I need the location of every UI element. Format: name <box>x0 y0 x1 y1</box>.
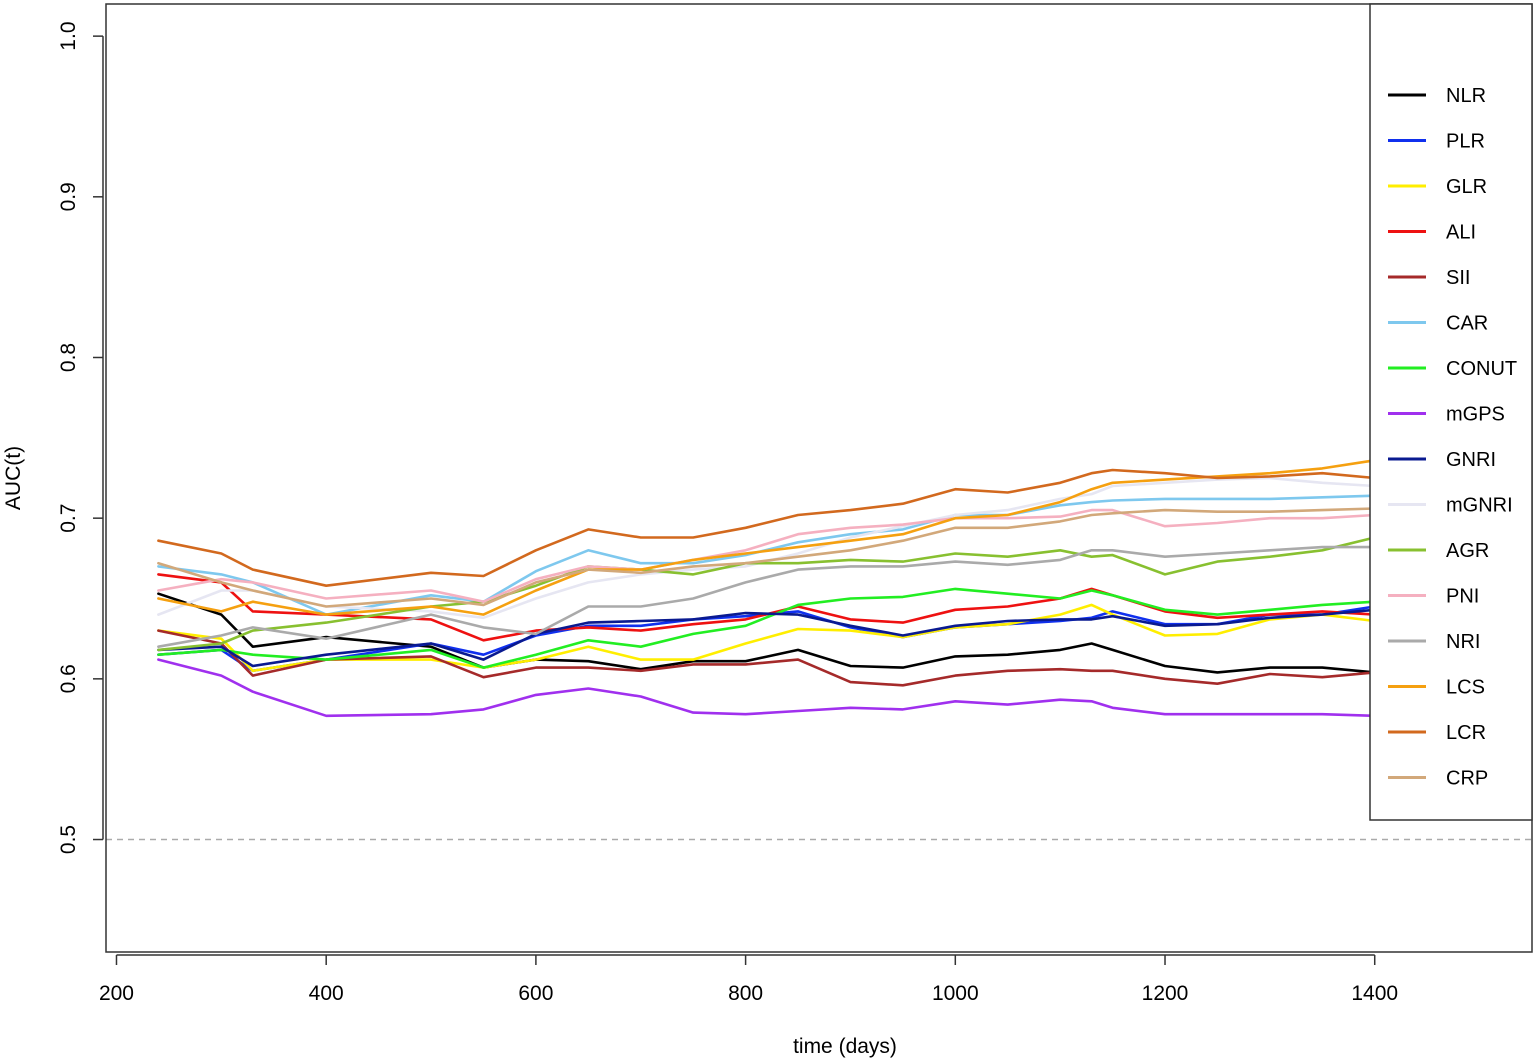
y-tick-label-0.8: 0.8 <box>57 343 80 372</box>
series-line-mgps <box>157 658 1376 718</box>
legend-label-gnri: GNRI <box>1446 449 1496 471</box>
y-tick-label-0.5: 0.5 <box>57 825 80 854</box>
series-line-gnri <box>157 608 1376 668</box>
series-line-lcr <box>157 468 1376 588</box>
x-axis-title: time (days) <box>793 1035 897 1058</box>
x-axis: 200 400 600 800 1000 1200 1400 <box>99 954 1398 1005</box>
y-tick-label-0.6: 0.6 <box>57 664 80 693</box>
legend-label-sii: SII <box>1446 267 1470 289</box>
legend-label-crp: CRP <box>1446 768 1488 790</box>
legend-label-glr: GLR <box>1446 176 1487 198</box>
x-tick-label-800: 800 <box>728 982 763 1005</box>
series-line-crp <box>157 507 1376 608</box>
series-line-conut <box>157 587 1376 669</box>
legend: NLR PLR GLR ALI SII CAR CONUT mGPS GNRI mGNRI AGR P… <box>1369 3 1533 821</box>
legend-label-nri: NRI <box>1446 631 1480 653</box>
series-line-pni <box>157 508 1376 604</box>
legend-label-nlr: NLR <box>1446 85 1486 107</box>
x-tick-label-1200: 1200 <box>1142 982 1189 1005</box>
series-line-nri <box>157 545 1376 649</box>
y-axis-title: AUC(t) <box>2 446 25 510</box>
legend-label-pni: PNI <box>1446 586 1479 608</box>
x-tick-label-400: 400 <box>309 982 344 1005</box>
series-line-agr <box>157 536 1376 652</box>
series-line-lcs <box>157 458 1376 616</box>
y-axis: 0.5 0.6 0.7 0.8 0.9 1.0 <box>57 21 104 854</box>
y-tick-label-0.9: 0.9 <box>57 182 80 211</box>
series-line-mgnri <box>157 476 1376 620</box>
x-tick-label-1000: 1000 <box>932 982 979 1005</box>
x-tick-label-600: 600 <box>518 982 553 1005</box>
y-tick-label-1: 1.0 <box>57 21 80 50</box>
legend-label-car: CAR <box>1446 313 1488 335</box>
legend-label-agr: AGR <box>1446 540 1489 562</box>
legend-label-mgps: mGPS <box>1446 404 1505 426</box>
series-line-sii <box>157 629 1376 687</box>
series-line-car <box>157 494 1376 616</box>
legend-label-mgnri: mGNRI <box>1446 495 1513 517</box>
x-tick-label-200: 200 <box>99 982 134 1005</box>
series-layer <box>157 458 1376 718</box>
x-tick-label-1400: 1400 <box>1351 982 1398 1005</box>
y-tick-label-0.7: 0.7 <box>57 504 80 533</box>
legend-label-lcr: LCR <box>1446 722 1486 744</box>
legend-label-lcs: LCS <box>1446 677 1485 699</box>
legend-label-plr: PLR <box>1446 131 1485 153</box>
legend-label-conut: CONUT <box>1446 358 1517 380</box>
legend-label-ali: ALI <box>1446 222 1476 244</box>
series-line-glr <box>157 603 1376 673</box>
